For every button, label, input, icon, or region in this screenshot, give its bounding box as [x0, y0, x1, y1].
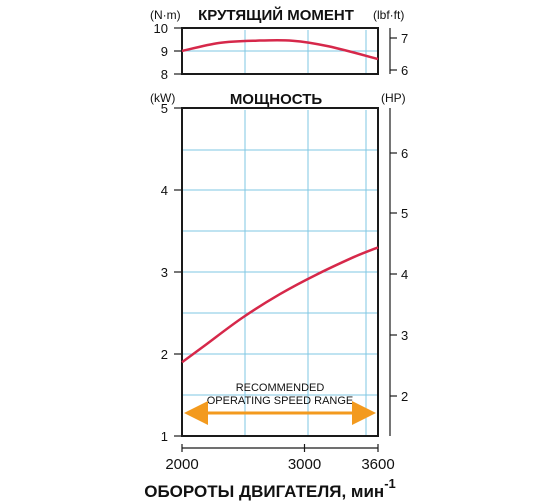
x-tick-label: 3600	[361, 456, 394, 473]
power-panel: (kW) МОЩНОСТЬ (HP) 5 4 3 2 1 6 5 4 3 2 RECOMMEND…	[150, 91, 408, 444]
torque-left-unit: (N·m)	[150, 8, 181, 22]
power-left-unit: (kW)	[150, 91, 175, 105]
power-right-tick-label: 6	[401, 146, 408, 161]
power-right-unit: (HP)	[381, 91, 406, 105]
torque-left-ticks: 10 9 8	[154, 21, 182, 82]
torque-left-tick-label: 9	[161, 44, 168, 59]
torque-right-ticks: 76	[390, 31, 408, 78]
power-left-tick-label: 4	[161, 183, 168, 198]
x-tick-label: 2000	[165, 456, 198, 473]
x-axis-label-superscript: -1	[384, 476, 396, 491]
power-left-tick-label: 5	[161, 101, 168, 116]
power-right-tick-label: 3	[401, 328, 408, 343]
x-axis-label: ОБОРОТЫ ДВИГАТЕЛЯ, мин-1	[144, 476, 396, 501]
power-left-tick-label: 2	[161, 347, 168, 362]
torque-title: КРУТЯЩИЙ МОМЕНТ	[198, 6, 354, 24]
x-axis-label-main: ОБОРОТЫ ДВИГАТЕЛЯ, мин	[144, 482, 384, 501]
torque-right-unit: (lbf·ft)	[373, 8, 404, 22]
power-right-tick-label: 4	[401, 267, 408, 282]
torque-left-tick-label: 10	[154, 21, 168, 36]
range-annotation-line2: OPERATING SPEED RANGE	[207, 395, 354, 407]
x-ticks: 2000 3000 3600	[165, 444, 395, 473]
power-right-tick-label: 2	[401, 389, 408, 404]
power-right-tick-label: 5	[401, 206, 408, 221]
power-left-tick-label: 1	[161, 429, 168, 444]
power-left-ticks: 5 4 3 2 1	[161, 101, 182, 444]
x-axis: 2000 3000 3600 ОБОРОТЫ ДВИГАТЕЛЯ, мин-1	[144, 444, 396, 501]
power-right-ticks: 6 5 4 3 2	[390, 146, 408, 404]
power-series-line	[181, 246, 379, 364]
torque-series-line	[181, 38, 379, 61]
torque-left-tick-label: 8	[161, 67, 168, 82]
torque-right-tick-label: 7	[401, 31, 408, 46]
power-left-tick-label: 3	[161, 265, 168, 280]
torque-right-tick-label: 6	[401, 63, 408, 78]
power-title: МОЩНОСТЬ	[230, 91, 323, 108]
x-tick-label: 3000	[288, 456, 321, 473]
range-annotation-line1: RECOMMENDED	[236, 382, 325, 394]
